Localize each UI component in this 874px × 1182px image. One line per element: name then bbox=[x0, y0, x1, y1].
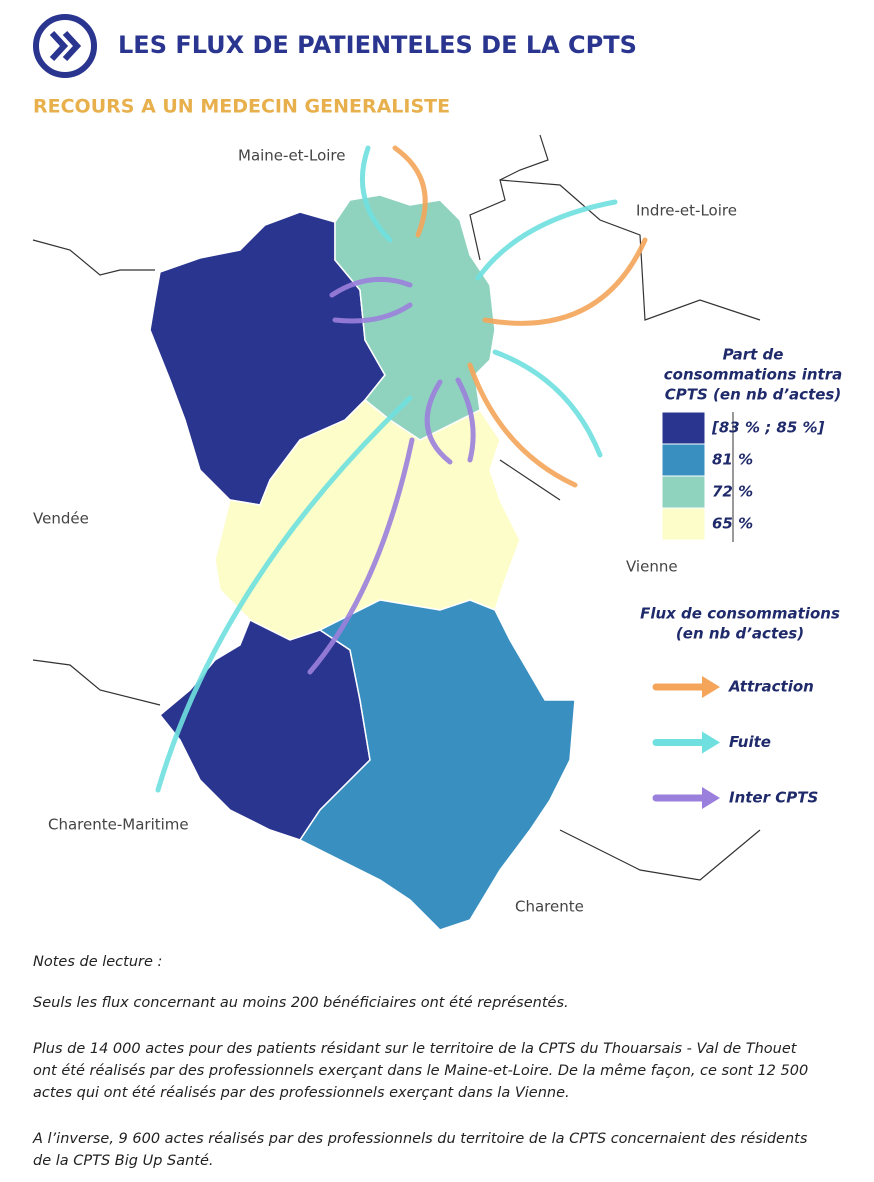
legend-arrow-head bbox=[702, 787, 720, 809]
legend-title: (en nb d’actes) bbox=[676, 625, 804, 643]
place-label: Indre-et-Loire bbox=[636, 202, 737, 220]
place-label: Vendée bbox=[33, 510, 89, 528]
flow-arrow bbox=[424, 379, 453, 465]
legend-label: [83 % ; 85 %] bbox=[711, 419, 825, 437]
dept-border bbox=[32, 239, 155, 276]
note-line: A l’inverse, 9 600 actes réalisés par de… bbox=[32, 1131, 808, 1147]
legend-title: CPTS (en nb d’actes) bbox=[665, 386, 841, 404]
region bbox=[298, 599, 576, 931]
legend-arrow-head bbox=[702, 731, 720, 754]
legend-title: Part de bbox=[723, 346, 784, 364]
note-line: de la CPTS Big Up Santé. bbox=[33, 1153, 214, 1169]
place-label: Vienne bbox=[626, 558, 678, 576]
flow-arrow bbox=[307, 437, 415, 675]
subtitle: RECOURS A UN MEDECIN GENERALISTE bbox=[33, 96, 450, 118]
legend-label: Fuite bbox=[729, 733, 771, 751]
dept-border bbox=[469, 134, 761, 321]
dept-border bbox=[559, 829, 761, 881]
legend-label: 81 % bbox=[712, 451, 753, 469]
legend-swatch bbox=[661, 411, 706, 445]
flow-arrow bbox=[455, 377, 476, 463]
legend-swatch bbox=[661, 475, 706, 509]
flow-legend: Flux de consommations (en nb d’actes) At… bbox=[640, 605, 840, 809]
flow-arrow bbox=[475, 199, 618, 281]
share-legend: Part de consommations intra CPTS (en nb … bbox=[661, 346, 842, 542]
legend-title: Flux de consommations bbox=[640, 605, 840, 623]
legend-swatch bbox=[661, 507, 706, 541]
map: Maine-et-Loire Indre-et-Loire Vendée Vie… bbox=[32, 134, 761, 931]
legend-swatch bbox=[661, 443, 706, 477]
note-line: ont été réalisés par des professionnels … bbox=[33, 1063, 808, 1079]
flow-arrow bbox=[392, 145, 428, 238]
dept-border bbox=[499, 459, 561, 501]
place-label: Charente-Maritime bbox=[48, 816, 189, 834]
flow-arrows bbox=[155, 145, 648, 793]
notes-heading: Notes de lecture : bbox=[33, 954, 162, 970]
place-label: Charente bbox=[515, 898, 584, 916]
legend-arrow-head bbox=[702, 676, 720, 698]
note-line: Plus de 14 000 actes pour des patients r… bbox=[33, 1041, 798, 1057]
flow-arrow bbox=[492, 349, 603, 458]
flow-arrow bbox=[467, 362, 578, 488]
legend-label: Inter CPTS bbox=[729, 789, 818, 807]
notes: Notes de lecture : Seuls les flux concer… bbox=[32, 954, 808, 1169]
flow-arrow bbox=[359, 145, 393, 243]
title: LES FLUX DE PATIENTELES DE LA CPTS bbox=[118, 31, 637, 59]
dept-border bbox=[32, 659, 161, 706]
legend-label: 72 % bbox=[712, 483, 753, 501]
note-line: Seuls les flux concernant au moins 200 b… bbox=[33, 995, 569, 1011]
place-label: Maine-et-Loire bbox=[238, 147, 345, 165]
flow-arrow bbox=[329, 276, 413, 298]
legend-title: consommations intra bbox=[664, 366, 842, 384]
flow-arrow bbox=[332, 302, 413, 324]
flow-arrow bbox=[155, 395, 413, 793]
logo bbox=[33, 14, 97, 78]
flow-arrow bbox=[482, 237, 648, 326]
note-line: actes qui ont été réalisés par des profe… bbox=[33, 1085, 570, 1101]
legend-label: Attraction bbox=[728, 678, 814, 696]
legend-label: 65 % bbox=[712, 515, 753, 533]
